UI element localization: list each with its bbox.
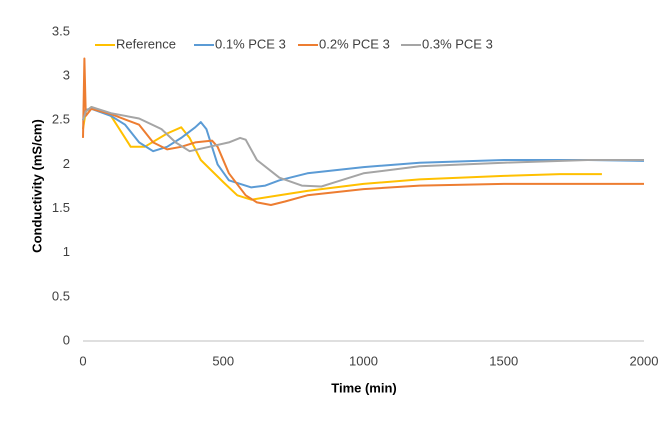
- y-tick-label: 2.5: [52, 112, 70, 127]
- legend-label: 0.2% PCE 3: [319, 36, 390, 51]
- x-tick-label: 1000: [349, 353, 378, 368]
- series-line: [82, 106, 644, 188]
- y-tick-label: 1: [63, 244, 70, 259]
- y-tick-label: 0: [63, 332, 70, 347]
- y-tick-label: 3.5: [52, 23, 70, 38]
- series-line: [82, 107, 645, 189]
- legend-label: 0.3% PCE 3: [422, 36, 493, 51]
- x-tick-label: 1500: [489, 353, 518, 368]
- x-tick-label: 2000: [630, 353, 659, 368]
- y-tick-label: 1.5: [52, 200, 70, 215]
- x-tick-label: 500: [212, 353, 234, 368]
- y-tick-label: 0.5: [52, 288, 70, 303]
- legend-label: Reference: [116, 36, 176, 51]
- series-line: [82, 57, 644, 206]
- y-tick-label: 2: [63, 156, 70, 171]
- series-line: [82, 106, 602, 201]
- x-tick-label: 0: [79, 353, 86, 368]
- y-axis-title: Conductivity (mS/cm): [29, 119, 44, 253]
- legend-label: 0.1% PCE 3: [215, 36, 286, 51]
- x-axis-title: Time (min): [331, 380, 397, 395]
- y-tick-label: 3: [63, 68, 70, 83]
